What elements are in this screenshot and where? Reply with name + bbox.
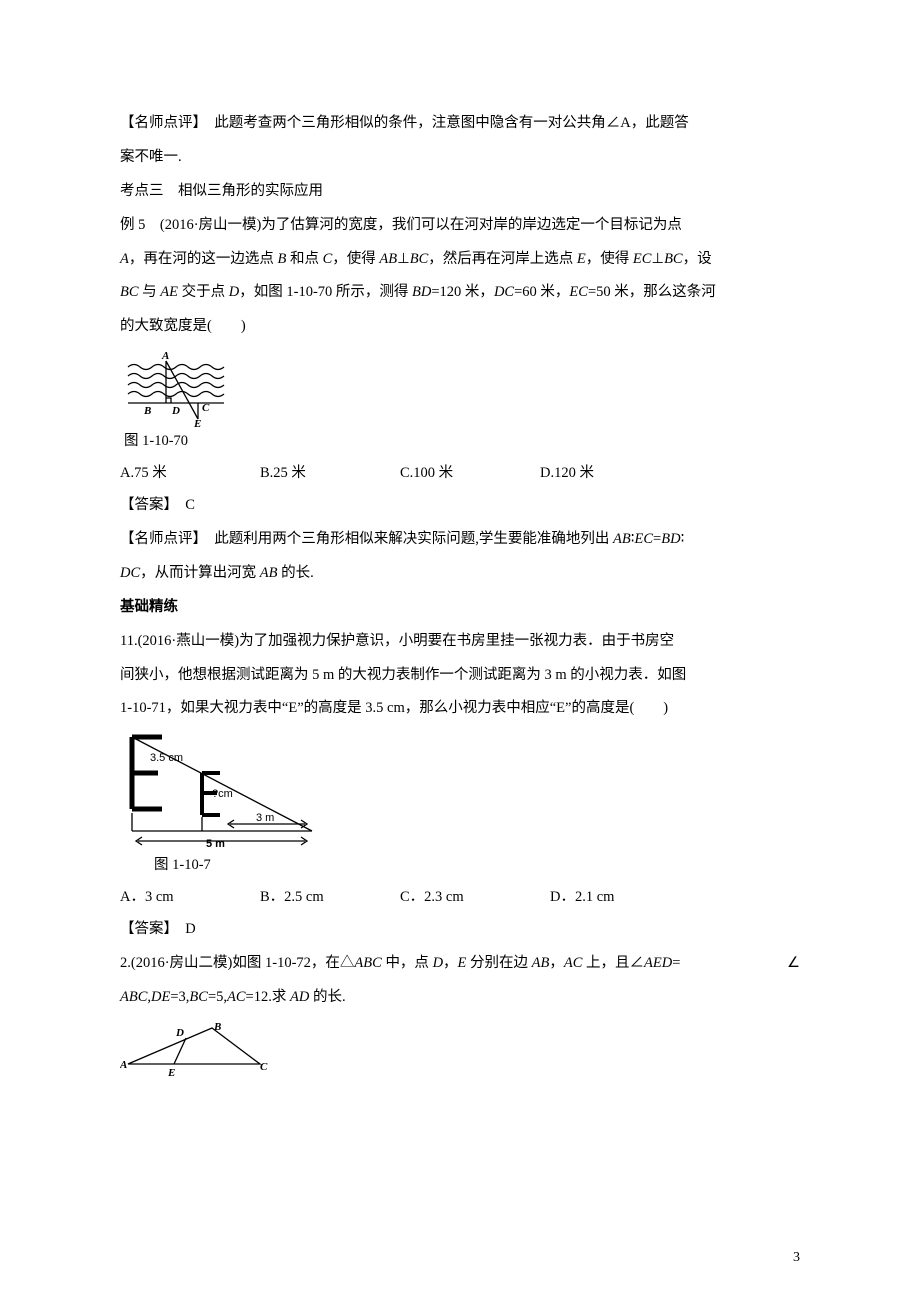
figure-1-10-71: 3.5 cm ?cm 3 m 5 m 图 1-10-7 [120, 731, 800, 880]
q11-t1: 为了加强视力保护意识，小明要在书房里挂一张视力表．由于书房空 [239, 633, 674, 649]
comment1-text1: 此题考查两个三角形相似的条件，注意图中隐含有一对公共角∠A，此题答 [214, 115, 688, 131]
fig71-small-label: ?cm [212, 788, 233, 800]
q11-answer: 【答案】 D [120, 914, 800, 946]
practice-heading: 基础精练 [120, 592, 800, 624]
fig72-A: A [120, 1059, 127, 1071]
ex5-comment2: DC，从而计算出河宽 AB 的长. [120, 558, 800, 590]
ex5-opt-c: C.100 米 [400, 458, 540, 490]
figure-1-10-72: A B C D E [120, 1020, 800, 1078]
fig70-label-E: E [193, 418, 201, 427]
q11-line1: 11.(2016·燕山一模)为了加强视力保护意识，小明要在书房里挂一张视力表．由… [120, 626, 800, 658]
q2-line1: 2.(2016·房山二模)如图 1-10-72，在△ABC 中，点 D，E 分别… [120, 948, 800, 980]
comment1-label: 【名师点评】 [120, 115, 200, 131]
page-number: 3 [793, 1250, 800, 1266]
ex5-line2: A，再在河的这一边选点 B 和点 C，使得 AB⊥BC，然后再在河岸上选点 E，… [120, 244, 800, 276]
q2-source: (2016·房山二模) [131, 955, 233, 971]
q11-opt-a: A．3 cm [120, 882, 260, 914]
ex5-ans-label: 【答案】 [120, 497, 171, 513]
ex5-line3: BC 与 AE 交于点 D，如图 1-10-70 所示，测得 BD=120 米，… [120, 277, 800, 309]
fig72-C: C [260, 1061, 268, 1073]
ex5-opt-d: D.120 米 [540, 458, 594, 490]
q11-options: A．3 cm B．2.5 cm C．2.3 cm D．2.1 cm [120, 882, 800, 914]
fig70-label-B: B [143, 405, 151, 417]
q11-source: (2016·燕山一模) [138, 633, 240, 649]
ex5-t1: 为了估算河的宽度，我们可以在河对岸的岸边选定一个目标记为点 [261, 217, 682, 233]
fig71-3m: 3 m [256, 812, 274, 824]
comment1-line2: 案不唯一. [120, 142, 800, 174]
section-heading: 考点三 相似三角形的实际应用 [120, 176, 800, 208]
ex5-comm-label: 【名师点评】 [120, 531, 200, 547]
fig72-B: B [213, 1021, 221, 1033]
q11-opt-c: C．2.3 cm [400, 882, 550, 914]
ex5-opt-b: B.25 米 [260, 458, 400, 490]
ex5-options: A.75 米 B.25 米 C.100 米 D.120 米 [120, 458, 800, 490]
q11-line3: 1-10-71，如果大视力表中“E”的高度是 3.5 cm，那么小视力表中相应“… [120, 693, 800, 725]
q11-line2: 间狭小，他想根据测试距离为 5 m 的大视力表制作一个测试距离为 3 m 的小视… [120, 660, 800, 692]
fig71-big-label: 3.5 cm [150, 752, 183, 764]
fig71-caption: 图 1-10-7 [154, 851, 800, 880]
ex5-answer: 【答案】 C [120, 490, 800, 522]
fig70-label-A: A [161, 350, 169, 362]
q11-ans-val: D [185, 921, 195, 937]
fig71-5m: 5 m [206, 838, 225, 850]
q11-label: 11. [120, 633, 138, 649]
ex5-opt-a: A.75 米 [120, 458, 260, 490]
ex5-line4: 的大致宽度是( ) [120, 311, 800, 343]
fig70-label-C: C [202, 402, 210, 414]
figure-1-10-70: A B D C E 图 1-10-70 [120, 349, 800, 456]
ex5-ans-val: C [185, 497, 195, 513]
ex5-label: 例 5 [120, 217, 145, 233]
fig70-label-D: D [171, 405, 180, 417]
fig72-E: E [167, 1067, 175, 1078]
fig70-caption: 图 1-10-70 [124, 427, 800, 456]
fig72-D: D [175, 1027, 184, 1039]
q11-ans-label: 【答案】 [120, 921, 171, 937]
ex5-line1: 例 5 (2016·房山一模)为了估算河的宽度，我们可以在河对岸的岸边选定一个目… [120, 210, 800, 242]
q11-opt-b: B．2.5 cm [260, 882, 400, 914]
comment1-line1: 【名师点评】 此题考查两个三角形相似的条件，注意图中隐含有一对公共角∠A，此题答 [120, 108, 800, 140]
q2-label: 2. [120, 955, 131, 971]
ex5-source: (2016·房山一模) [160, 217, 262, 233]
ex5-comment1: 【名师点评】 此题利用两个三角形相似来解决实际问题,学生要能准确地列出 AB∶E… [120, 524, 800, 556]
q11-opt-d: D．2.1 cm [550, 882, 614, 914]
q2-line2: ABC,DE=3,BC=5,AC=12.求 AD 的长. [120, 982, 800, 1014]
